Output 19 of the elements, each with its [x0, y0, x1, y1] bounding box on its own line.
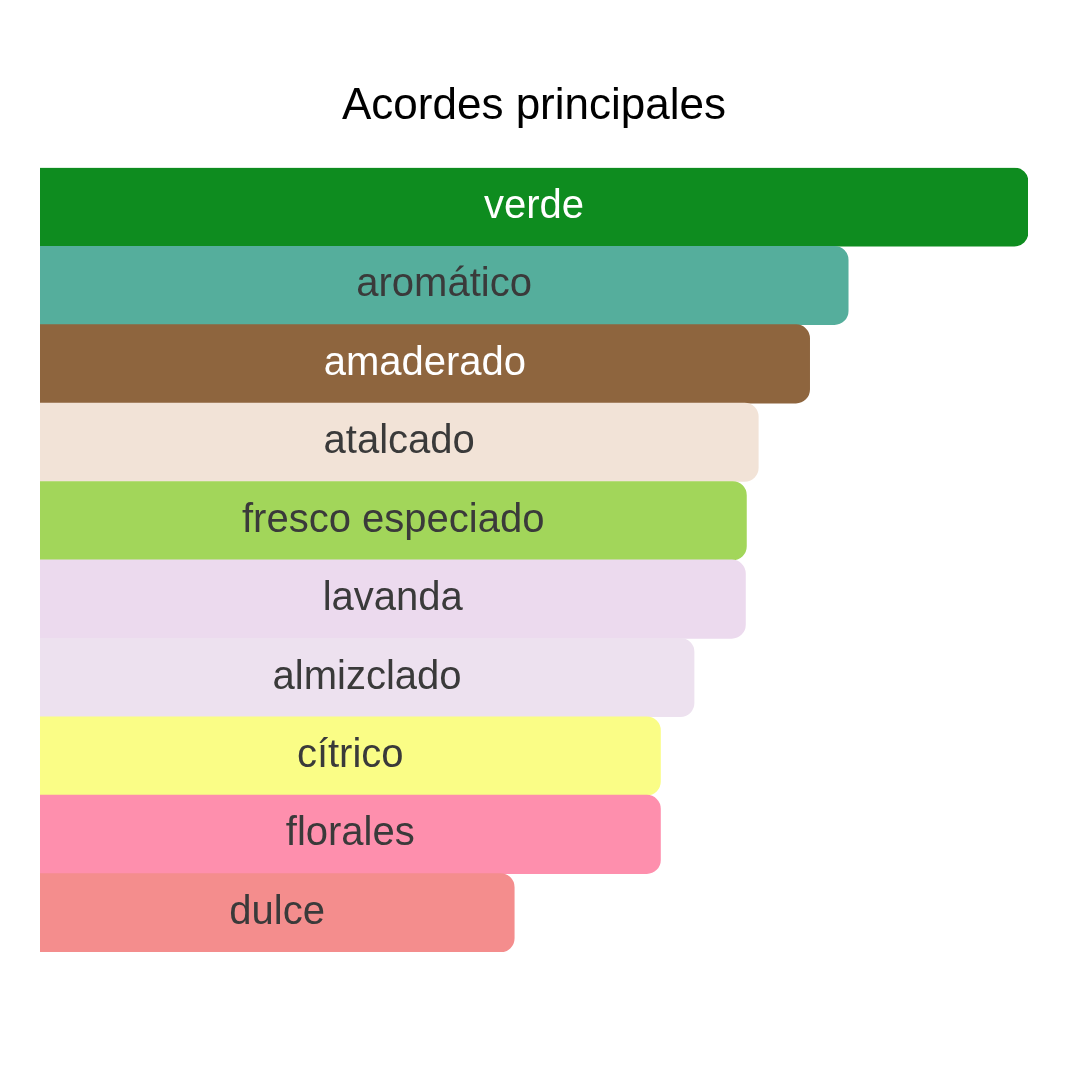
bar: [40, 324, 810, 404]
bar: [40, 402, 759, 482]
bar: [40, 481, 747, 561]
y-tick-label: almizclado: [272, 652, 462, 697]
bar: [40, 716, 661, 796]
y-tick-label: atalcado: [323, 417, 475, 462]
y-tick-label: amaderado: [323, 338, 527, 383]
y-tick-label: fresco especiado: [242, 495, 545, 540]
y-tick-label: aromático: [356, 260, 532, 305]
y-tick-label: florales: [285, 809, 415, 854]
y-tick-label: lavanda: [322, 574, 464, 619]
bar: [40, 794, 661, 874]
bar: [40, 167, 1028, 247]
y-tick-label: dulce: [229, 887, 325, 932]
chart-title: Acordes principales: [342, 78, 726, 128]
bar: [40, 873, 515, 952]
y-tick-label: cítrico: [296, 730, 404, 775]
y-tick-label: verde: [483, 182, 585, 227]
bar: [40, 245, 849, 325]
